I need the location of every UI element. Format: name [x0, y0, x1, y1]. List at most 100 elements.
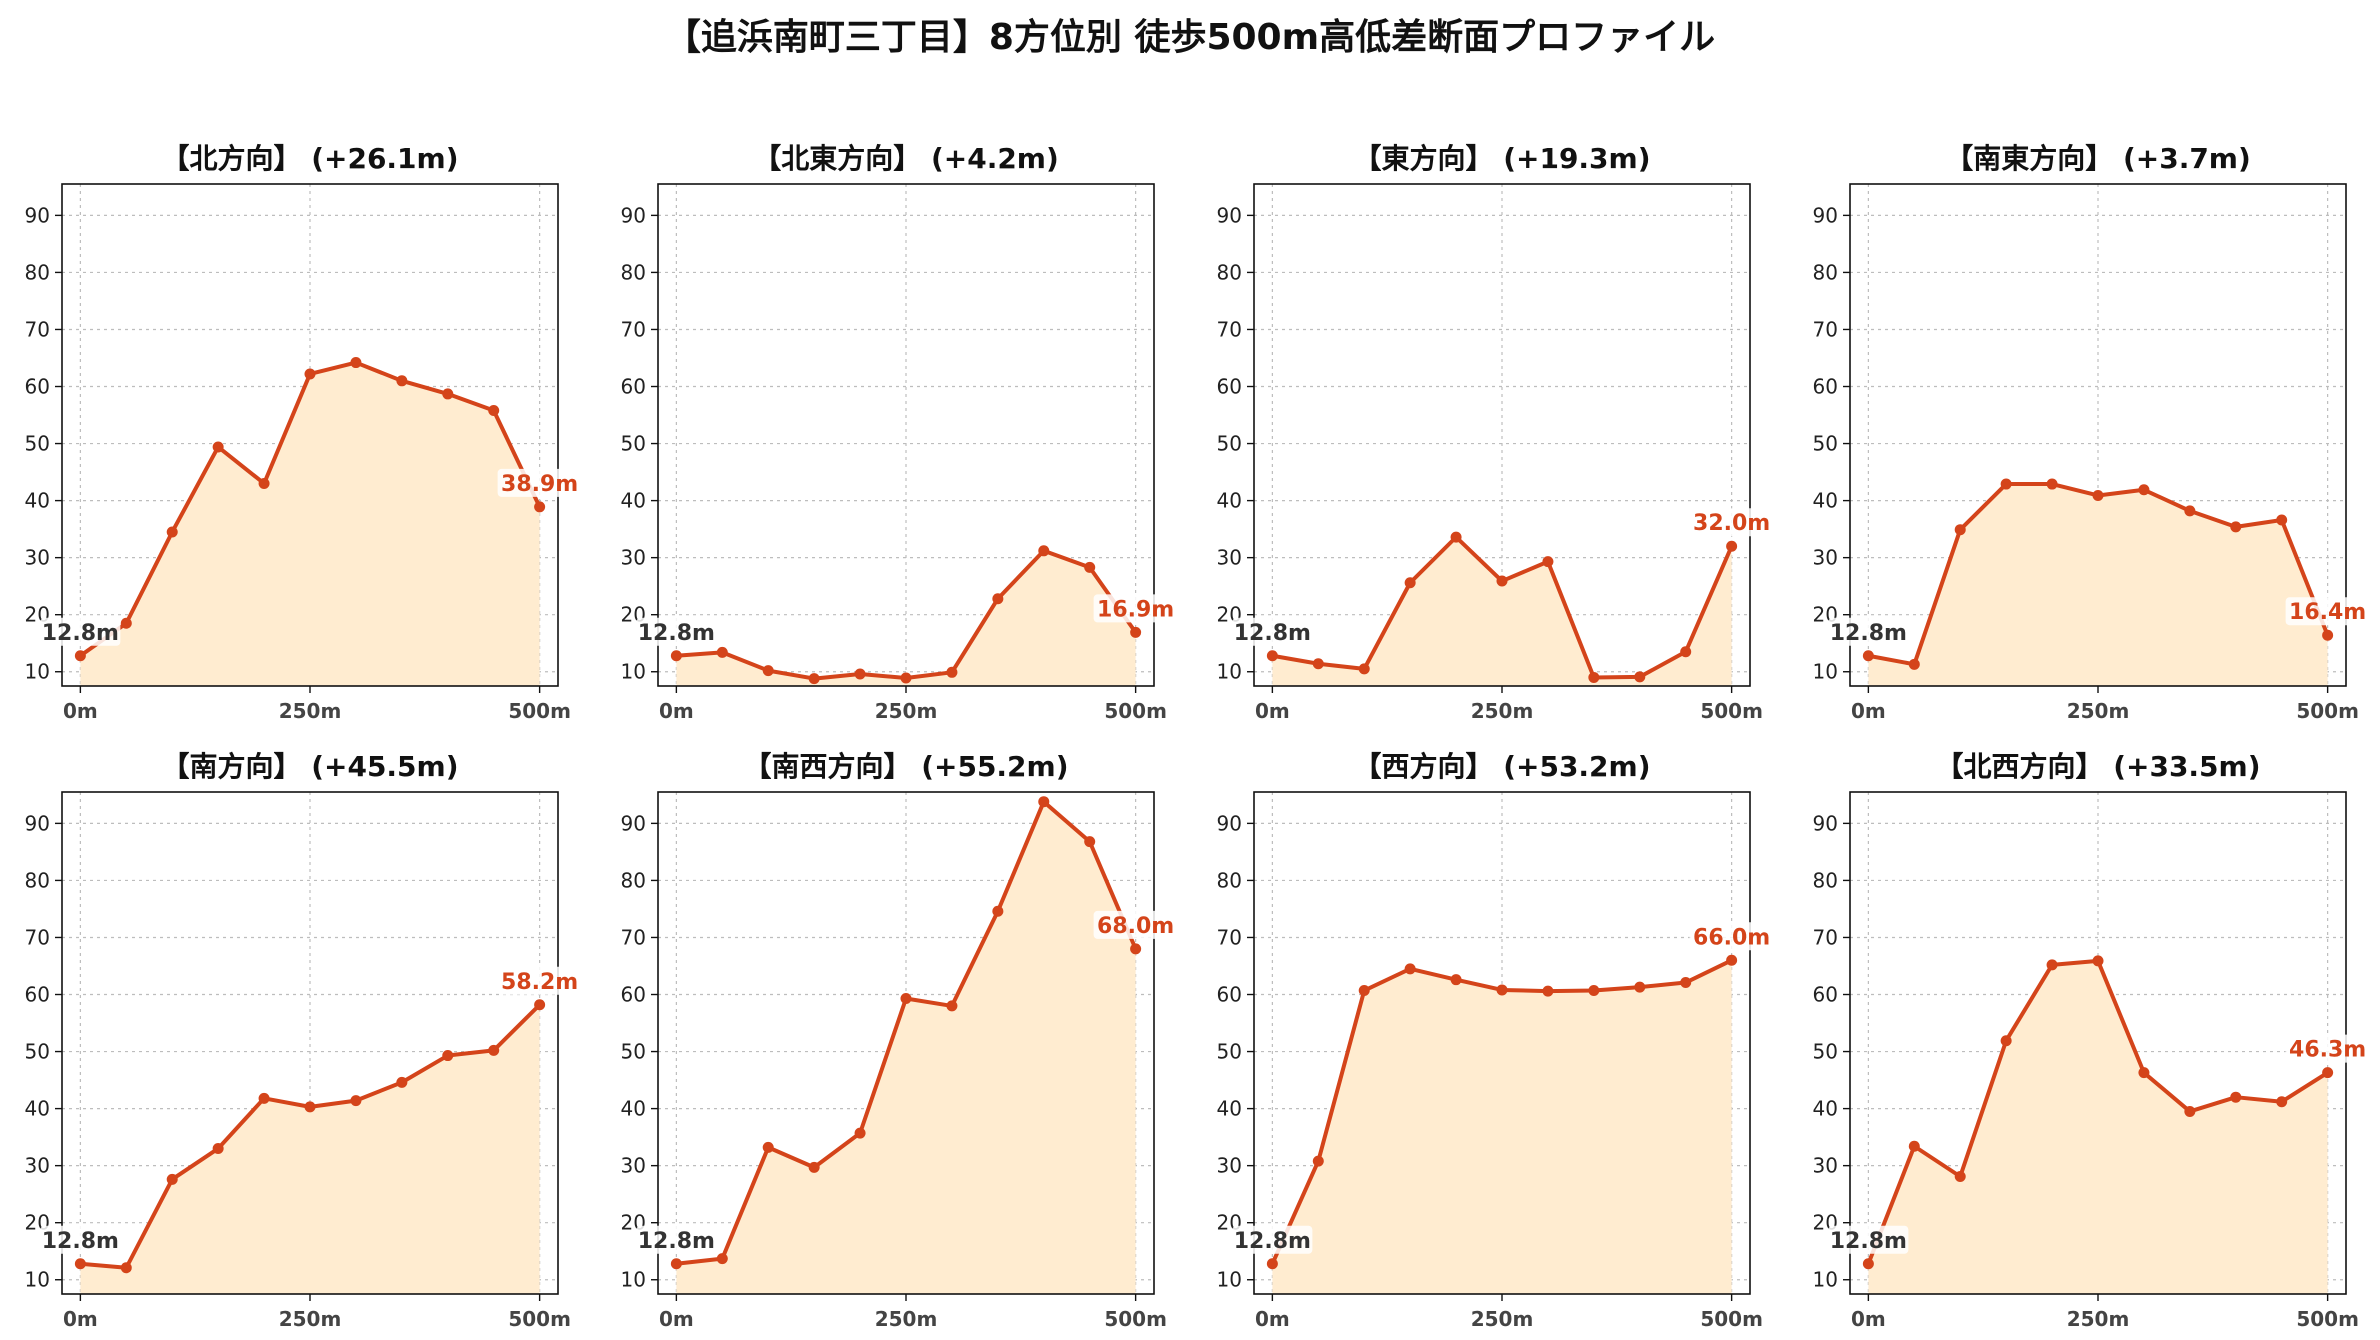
- ytick-label: 40: [1217, 1097, 1242, 1121]
- xtick-label: 0m: [1255, 1307, 1290, 1331]
- start-label-bg: [1828, 1225, 1909, 1254]
- start-elevation-label: 12.8m: [1830, 1229, 1907, 1254]
- data-point: [304, 1101, 316, 1113]
- chart-main-title: 【追浜南町三丁目】8方位別 徒歩500m高低差断面プロファイル: [664, 17, 1716, 58]
- ytick-label: 10: [1813, 660, 1838, 684]
- panel-title: 【北方向】 (+26.1m): [161, 142, 458, 175]
- data-point: [120, 617, 132, 629]
- data-point: [2322, 629, 2334, 641]
- profile-area: [1272, 537, 1732, 686]
- data-point: [762, 1141, 774, 1153]
- data-point: [2276, 514, 2288, 526]
- data-point: [488, 1044, 500, 1056]
- ytick-label: 90: [1813, 203, 1838, 227]
- end-elevation-label: 38.9m: [501, 472, 578, 497]
- end-label-bg: [497, 468, 582, 497]
- ytick-label: 60: [621, 983, 646, 1007]
- end-elevation-label: 16.9m: [1097, 597, 1174, 622]
- data-point: [2184, 1105, 2196, 1117]
- data-point: [2046, 959, 2058, 971]
- data-point: [854, 668, 866, 680]
- ytick-label: 60: [1813, 983, 1838, 1007]
- data-point: [1404, 963, 1416, 975]
- xtick-label: 0m: [1851, 1307, 1886, 1331]
- data-point: [1038, 545, 1050, 557]
- xtick-label: 250m: [2067, 1307, 2130, 1331]
- ytick-label: 90: [1813, 811, 1838, 835]
- start-label-bg: [636, 617, 717, 646]
- ytick-label: 90: [621, 203, 646, 227]
- data-point: [1634, 981, 1646, 993]
- data-point: [442, 1050, 454, 1062]
- panel-title: 【西方向】 (+53.2m): [1353, 750, 1650, 783]
- data-point: [2276, 1096, 2288, 1108]
- ytick-label: 40: [621, 1097, 646, 1121]
- ytick-label: 80: [1217, 868, 1242, 892]
- data-point: [74, 650, 86, 662]
- ytick-label: 90: [25, 203, 50, 227]
- ytick-label: 90: [1217, 811, 1242, 835]
- data-point: [762, 665, 774, 677]
- data-point: [946, 1000, 958, 1012]
- profile-area: [1272, 960, 1732, 1294]
- ytick-label: 40: [1813, 489, 1838, 513]
- ytick-label: 10: [25, 660, 50, 684]
- data-point: [2092, 489, 2104, 501]
- data-point: [1680, 646, 1692, 658]
- ytick-label: 80: [621, 868, 646, 892]
- ytick-label: 70: [621, 317, 646, 341]
- data-point: [1130, 943, 1142, 955]
- start-elevation-label: 12.8m: [42, 621, 119, 646]
- profile-area: [676, 801, 1136, 1294]
- ytick-label: 80: [1217, 260, 1242, 284]
- start-elevation-label: 12.8m: [638, 621, 715, 646]
- xtick-label: 0m: [63, 1307, 98, 1331]
- ytick-label: 60: [1813, 375, 1838, 399]
- ytick-label: 10: [621, 660, 646, 684]
- xtick-label: 250m: [875, 1307, 938, 1331]
- xtick-label: 250m: [279, 699, 342, 723]
- data-point: [534, 501, 546, 513]
- data-point: [1450, 531, 1462, 543]
- panel-title: 【南西方向】 (+55.2m): [743, 750, 1068, 783]
- data-point: [2230, 1091, 2242, 1103]
- ytick-label: 80: [1813, 868, 1838, 892]
- end-label-bg: [1689, 922, 1774, 951]
- data-point: [1862, 1258, 1874, 1270]
- start-label-bg: [1828, 617, 1909, 646]
- data-point: [670, 1258, 682, 1270]
- data-point: [212, 1143, 224, 1155]
- ytick-label: 50: [25, 1040, 50, 1064]
- data-point: [258, 477, 270, 489]
- start-label-bg: [40, 617, 121, 646]
- ytick-label: 60: [1217, 983, 1242, 1007]
- data-point: [1130, 626, 1142, 638]
- ytick-label: 30: [1813, 1154, 1838, 1178]
- ytick-label: 70: [1813, 317, 1838, 341]
- xtick-label: 500m: [1104, 699, 1167, 723]
- data-point: [1634, 671, 1646, 683]
- data-point: [1266, 650, 1278, 662]
- ytick-label: 90: [1217, 203, 1242, 227]
- ytick-label: 40: [1813, 1097, 1838, 1121]
- ytick-label: 60: [1217, 375, 1242, 399]
- xtick-label: 500m: [508, 1307, 571, 1331]
- ytick-label: 80: [621, 260, 646, 284]
- ytick-label: 70: [621, 925, 646, 949]
- data-point: [2138, 484, 2150, 496]
- data-point: [1496, 984, 1508, 996]
- data-point: [166, 1173, 178, 1185]
- data-point: [808, 1161, 820, 1173]
- profile-area: [1868, 960, 2328, 1294]
- ytick-label: 90: [25, 811, 50, 835]
- data-point: [2230, 521, 2242, 533]
- xtick-label: 500m: [508, 699, 571, 723]
- data-point: [396, 375, 408, 387]
- panel-title: 【南方向】 (+45.5m): [161, 750, 458, 783]
